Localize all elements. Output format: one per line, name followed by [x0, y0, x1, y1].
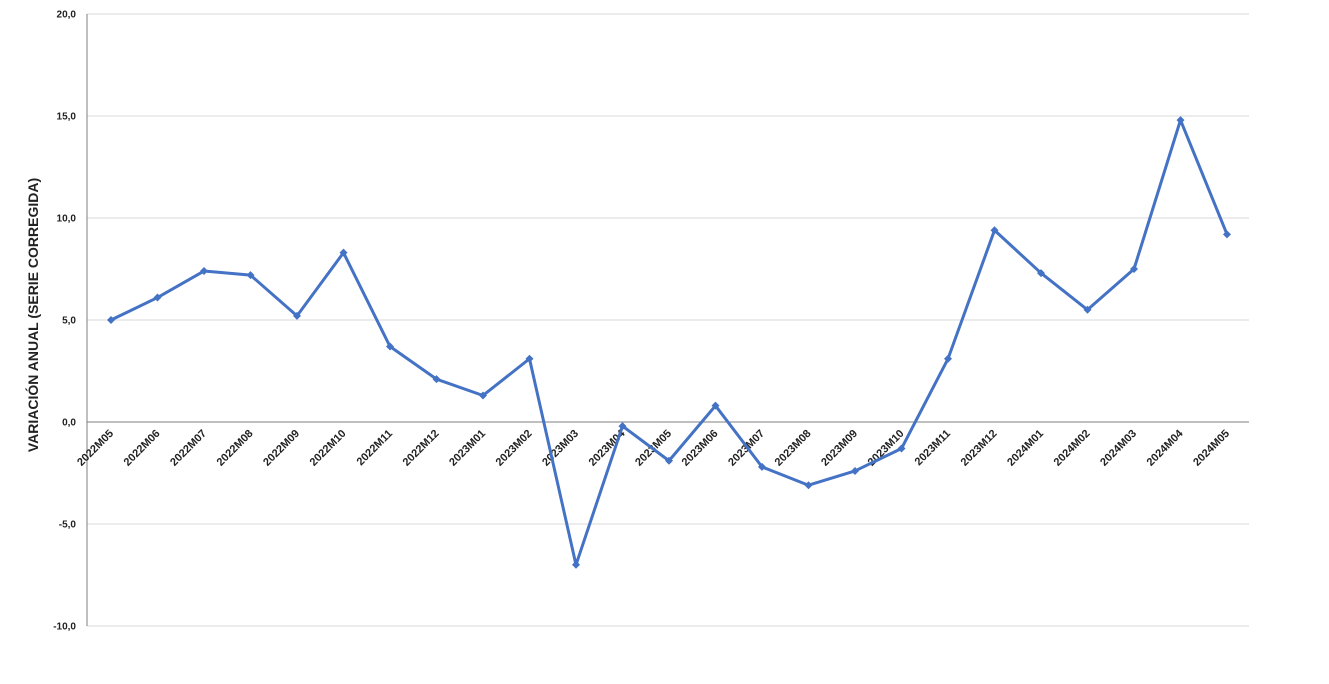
series-layer: [107, 116, 1231, 569]
x-tick-label: 2023M09: [819, 428, 860, 469]
x-tick-label: 2022M06: [122, 428, 163, 469]
x-tick-label: 2023M04: [587, 427, 629, 469]
data-point-marker: [1130, 265, 1138, 273]
data-point-marker: [1223, 230, 1231, 239]
data-point-marker: [572, 560, 580, 569]
data-point-marker: [944, 354, 952, 363]
data-point-marker: [479, 391, 487, 400]
data-point-marker: [665, 456, 673, 465]
data-point-marker: [990, 226, 999, 235]
data-point-marker: [804, 481, 813, 490]
data-point-marker: [432, 375, 441, 384]
y-axis-title: VARIACIÓN ANUAL (SERIE CORREGIDA): [24, 178, 41, 452]
x-tick-label: 2022M08: [215, 428, 256, 469]
data-point-marker: [618, 422, 627, 431]
y-tick-label: 5,0: [62, 316, 76, 327]
axes: [86, 14, 1249, 626]
data-point-marker: [339, 248, 348, 257]
y-tick-label: -5,0: [59, 520, 77, 531]
y-tick-label: 15,0: [57, 112, 77, 123]
series-line: [110, 118, 1229, 567]
data-point-marker: [153, 293, 162, 302]
x-tick-label: 2024M05: [1191, 428, 1232, 469]
y-tick-label: 0,0: [62, 418, 76, 429]
data-point-marker: [107, 316, 115, 324]
x-tick-label: 2023M06: [680, 428, 721, 469]
x-tick-label: 2022M10: [308, 428, 349, 469]
data-point-marker: [525, 354, 534, 363]
x-tick-label: 2022M05: [75, 428, 116, 469]
x-tick-label: 2023M12: [959, 428, 1000, 469]
x-tick-label: 2024M02: [1052, 428, 1093, 469]
data-point-marker: [758, 462, 766, 471]
y-tick-label: -10,0: [53, 622, 76, 633]
data-point-marker: [897, 444, 906, 453]
data-point-marker: [711, 401, 720, 410]
data-point-marker: [200, 267, 208, 276]
data-point-marker: [386, 342, 394, 351]
y-tick-label: 10,0: [57, 214, 77, 225]
data-point-marker: [851, 466, 859, 475]
x-tick-label: 2022M07: [168, 428, 209, 469]
x-tick-label: 2024M01: [1005, 428, 1046, 469]
x-tick-label: 2023M01: [447, 428, 488, 469]
x-tick-label: 2023M08: [773, 428, 814, 469]
gridlines: [87, 13, 1249, 627]
data-point-marker: [1176, 116, 1185, 125]
x-tick-label: 2022M11: [355, 428, 395, 468]
data-point-marker: [1083, 305, 1092, 314]
x-tick-label: 2022M09: [261, 428, 302, 469]
x-tick-label: 2024M03: [1098, 428, 1139, 469]
x-tick-label: 2022M12: [401, 428, 442, 469]
data-point-marker: [293, 311, 301, 320]
y-tick-label: 20,0: [57, 10, 77, 21]
x-tick-label: 2024M04: [1145, 427, 1187, 469]
y-axis-ticks: -10,0 -5,0 0,0 5,0 10,0 15,0 20,0: [53, 10, 76, 633]
x-tick-label: 2023M02: [494, 428, 535, 469]
data-point-marker: [246, 271, 255, 280]
x-tick-label: 2023M11: [913, 428, 953, 468]
data-point-marker: [1037, 269, 1045, 278]
